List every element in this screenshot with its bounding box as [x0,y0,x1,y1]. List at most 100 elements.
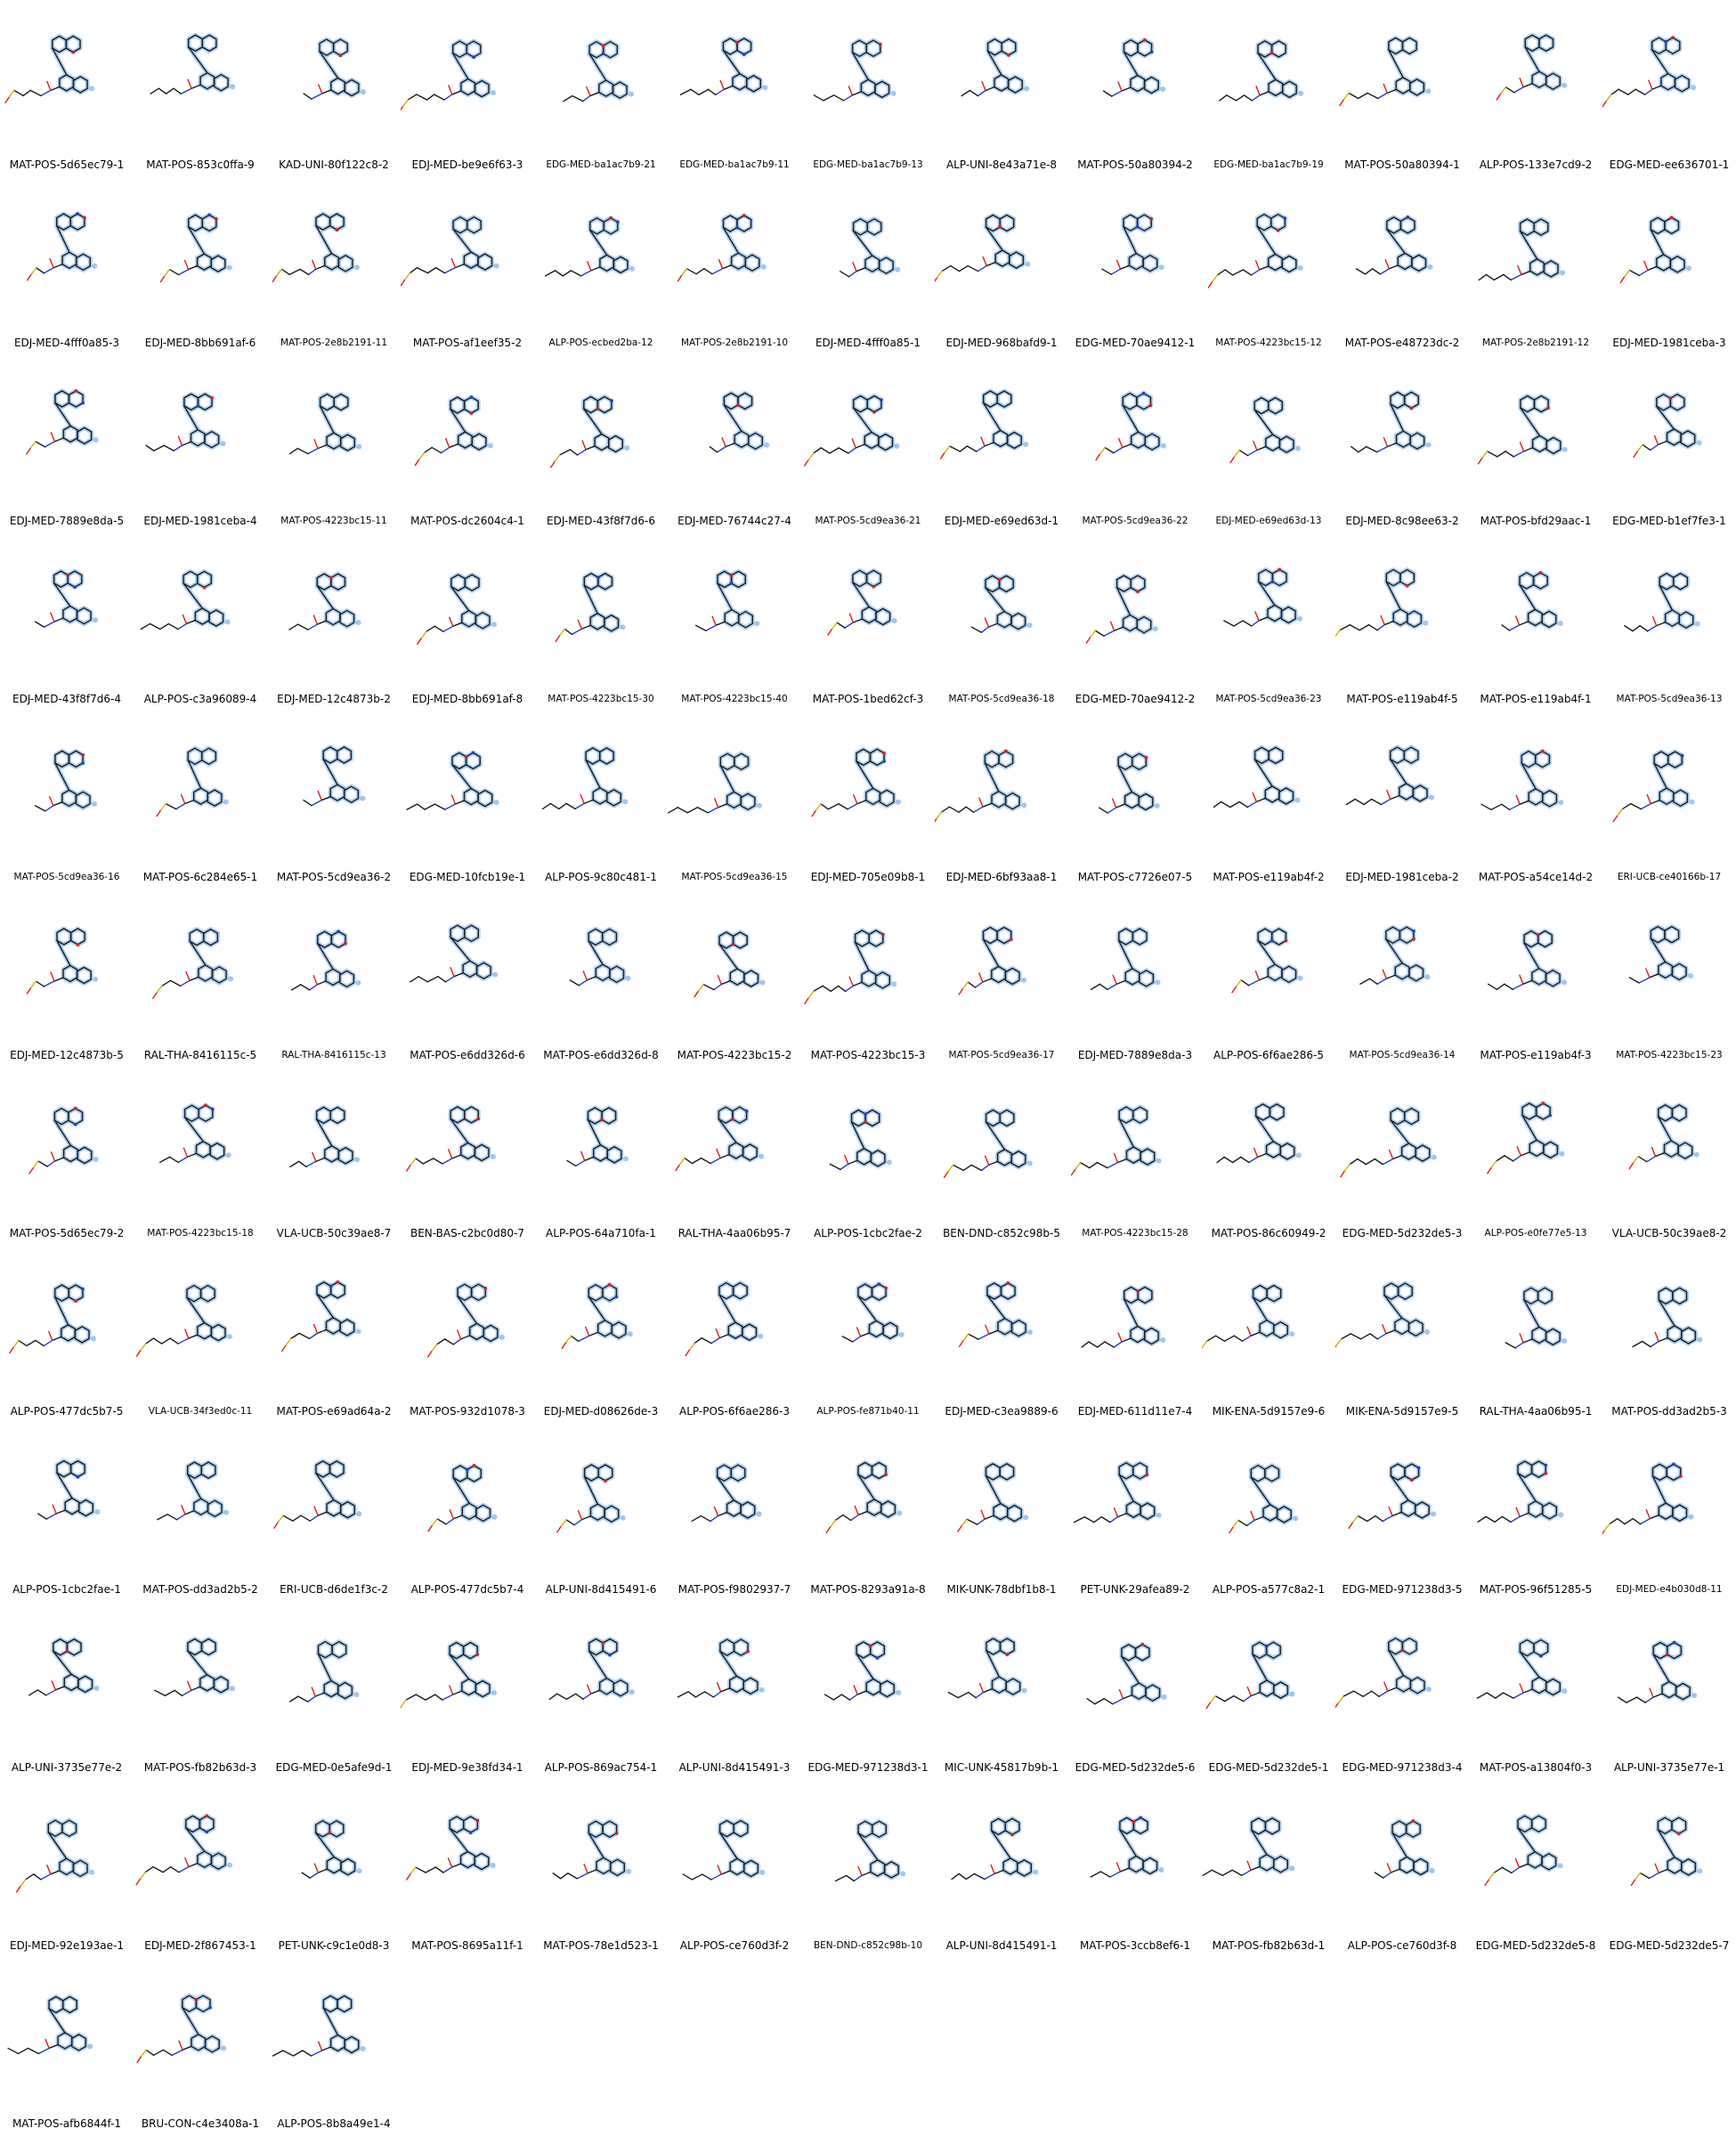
compound-id-label: EDJ-MED-611d11e7-4 [1077,1405,1193,1418]
molecule-structure [301,1818,362,1879]
molecule-cell: MAT-POS-5d65ec79-2 [0,1068,134,1247]
molecule-cell: ALP-UNI-8e43a71e-8 [935,0,1068,178]
molecule-cell: EDG-MED-70ae9412-2 [1068,534,1202,712]
molecule-cell: ALP-UNI-8d415491-3 [668,1603,801,1781]
compound-id-label: MIK-ENA-5d9157e9-5 [1345,1405,1459,1418]
molecule-structure [561,1282,633,1349]
molecule-structure [1090,926,1161,990]
compound-id-label: EDJ-MED-e4b030d8-11 [1616,1584,1723,1595]
molecule-cell: MAT-POS-dd3ad2b5-2 [134,1425,267,1603]
compound-id-label: EDG-MED-ba1ac7b9-11 [679,159,790,170]
compound-id-label: ALP-POS-1cbc2fae-2 [814,1227,922,1239]
molecule-structure [550,394,630,468]
molecule-cell: EDJ-MED-e69ed63d-13 [1202,356,1335,534]
bond-layer [156,747,223,817]
bond-layer [1487,930,1561,990]
bond-layer [1359,926,1424,985]
molecule-cell: RAL-THA-4aa06b95-7 [668,1068,801,1247]
molecule-structure [1098,751,1160,814]
compound-id-label: MAT-POS-932d1078-3 [410,1405,525,1418]
molecule-cell: EDJ-MED-43f8f7d6-4 [0,534,134,712]
highlight-layer [53,388,99,446]
compound-id-label: EDG-MED-5d232de5-7 [1609,1939,1730,1952]
molecule-structure [1101,212,1164,275]
molecule-structure [829,1108,892,1171]
molecule-cell: EDG-MED-0e5afe9d-1 [267,1603,401,1781]
bond-layer [154,1637,229,1697]
compound-id-label: MAT-POS-2e8b2191-11 [280,337,388,348]
compound-id-label: EDG-MED-971238d3-1 [807,1761,929,1774]
molecule-cell: ALP-UNI-8d415491-6 [534,1425,668,1603]
compound-id-label: VLA-UCB-50c39ae8-7 [276,1227,392,1239]
molecule-structure [1229,395,1302,464]
molecule-structure [1085,573,1158,644]
bond-layer [1229,396,1294,464]
compound-id-label: EDJ-MED-43f8f7d6-6 [547,515,655,527]
compound-id-label: EDJ-MED-1981ceba-3 [1612,337,1726,349]
molecule-cell: ALP-POS-ce760d3f-2 [668,1781,801,1959]
molecule-cell: ALP-POS-a577c8a2-1 [1202,1425,1335,1603]
molecule-cell: MAT-POS-2e8b2191-12 [1469,178,1602,356]
bond-layer [1633,394,1696,459]
molecule-structure [1630,1815,1703,1887]
compound-id-label: BRU-CON-c4e3408a-1 [141,2117,260,2130]
molecule-cell: EDG-MED-10fcb19e-1 [401,712,534,890]
molecule-structure [1086,1642,1167,1705]
molecule-structure [1216,1101,1302,1164]
compound-id-label: MAT-POS-5d65ec79-1 [9,158,125,171]
bond-layer [694,570,753,632]
bond-layer [152,928,227,999]
molecule-structure [34,568,99,628]
molecule-structure [9,1282,96,1354]
bond-layer [1223,567,1296,627]
molecule-cell: MAT-POS-dd3ad2b5-3 [1602,1247,1736,1425]
highlight-layer [313,211,360,274]
molecule-structure [1477,1459,1564,1523]
bond-layer [1476,1639,1561,1699]
molecule-structure [958,925,1027,995]
compound-id-label: EDJ-MED-968bafd9-1 [945,337,1058,349]
compound-id-label: MAT-POS-e119ab4f-5 [1346,693,1458,705]
compound-id-label: MAT-POS-5cd9ea36-18 [948,694,1055,704]
bond-layer [675,1106,758,1172]
molecule-structure [1628,1102,1699,1170]
compound-id-label: EDG-MED-5d232de5-6 [1075,1761,1196,1774]
compound-id-label: MAT-POS-5cd9ea36-17 [948,1050,1055,1060]
compound-id-label: RAL-THA-8416115c-13 [281,1050,386,1060]
compound-id-label: PET-UNK-29afea89-2 [1080,1583,1190,1596]
molecule-cell: MAT-POS-a13804f0-3 [1469,1603,1602,1781]
bond-layer [709,392,763,453]
molecule-structure [15,1817,95,1893]
molecule-structure [823,1639,902,1701]
compound-id-label: EDG-MED-10fcb19e-1 [409,871,526,883]
compound-id-label: EDJ-MED-c3ea9889-6 [945,1405,1059,1418]
bond-layer [406,1816,490,1881]
molecule-structure [140,569,231,630]
molecule-structure [1335,1280,1431,1348]
bond-layer [694,931,759,998]
bond-layer [1098,752,1154,814]
compound-id-label: MAT-POS-5cd9ea36-15 [681,872,788,882]
molecule-structure [827,568,897,636]
bond-layer [1628,1104,1693,1170]
molecule-structure [1612,749,1695,823]
molecule-cell: ALP-POS-e0fe77e5-13 [1469,1068,1602,1247]
bond-layer [4,35,88,104]
molecule-structure [1213,744,1301,808]
molecule-structure [152,927,234,999]
compound-id-label: RAL-THA-8416115c-5 [143,1049,257,1061]
molecule-cell: MAT-POS-5cd9ea36-22 [1068,356,1202,534]
molecule-cell: ALP-POS-64a710fa-1 [534,1068,668,1247]
compound-id-label: MAT-POS-5cd9ea36-13 [1616,694,1723,704]
compound-id-label: ALP-POS-9c80c481-1 [545,871,657,883]
molecule-cell: MAT-POS-5cd9ea36-17 [935,890,1068,1068]
bond-layer [1624,573,1694,632]
molecule-structure [1229,1463,1299,1534]
molecule-cell: ALP-POS-ecbed2ba-12 [534,178,668,356]
bond-layer [272,1995,360,2057]
molecule-structure [156,745,229,817]
highlight-layer [1120,391,1166,452]
molecule-cell: EDG-MED-971238d3-5 [1335,1425,1469,1603]
compound-id-label: EDG-MED-70ae9412-1 [1075,337,1196,349]
compound-id-label: EDJ-MED-be9e6f63-3 [411,158,523,171]
